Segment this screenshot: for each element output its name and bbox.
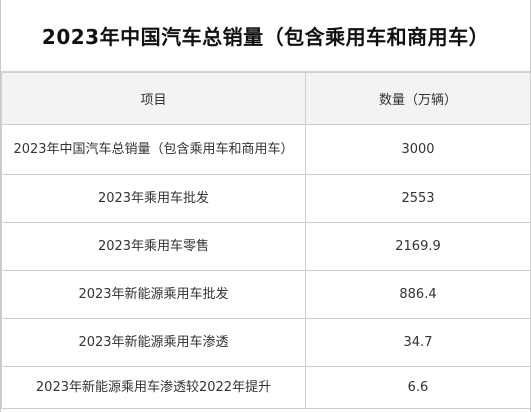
table-row: 2023年新能源乘用车渗透较2022年提升 6.6 xyxy=(1,366,531,409)
row-item: 2023年乘用车批发 xyxy=(1,174,306,223)
header-item: 项目 xyxy=(1,72,306,125)
row-item: 2023年中国汽车总销量（包含乘用车和商用车） xyxy=(1,124,306,175)
table-row: 2023年中国汽车总销量（包含乘用车和商用车） 3000 xyxy=(1,124,531,175)
sales-table: 项目 数量（万辆） 2023年中国汽车总销量（包含乘用车和商用车） 3000 2… xyxy=(1,72,531,409)
row-item: 2023年新能源乘用车渗透较2022年提升 xyxy=(1,366,306,409)
row-value: 3000 xyxy=(305,124,531,175)
row-value: 2553 xyxy=(305,174,531,223)
table-row: 2023年新能源乘用车批发 886.4 xyxy=(1,270,531,319)
table-row: 2023年乘用车零售 2169.9 xyxy=(1,222,531,271)
table-row: 2023年乘用车批发 2553 xyxy=(1,174,531,223)
row-item: 2023年乘用车零售 xyxy=(1,222,306,271)
table-title: 2023年中国汽车总销量（包含乘用车和商用车） xyxy=(1,0,530,72)
header-row: 项目 数量（万辆） xyxy=(1,72,531,125)
header-quantity: 数量（万辆） xyxy=(305,72,531,125)
row-value: 2169.9 xyxy=(305,222,531,271)
row-value: 886.4 xyxy=(305,270,531,319)
table-row: 2023年新能源乘用车渗透 34.7 xyxy=(1,318,531,367)
row-value: 6.6 xyxy=(305,366,531,409)
row-value: 34.7 xyxy=(305,318,531,367)
row-item: 2023年新能源乘用车渗透 xyxy=(1,318,306,367)
row-item: 2023年新能源乘用车批发 xyxy=(1,270,306,319)
